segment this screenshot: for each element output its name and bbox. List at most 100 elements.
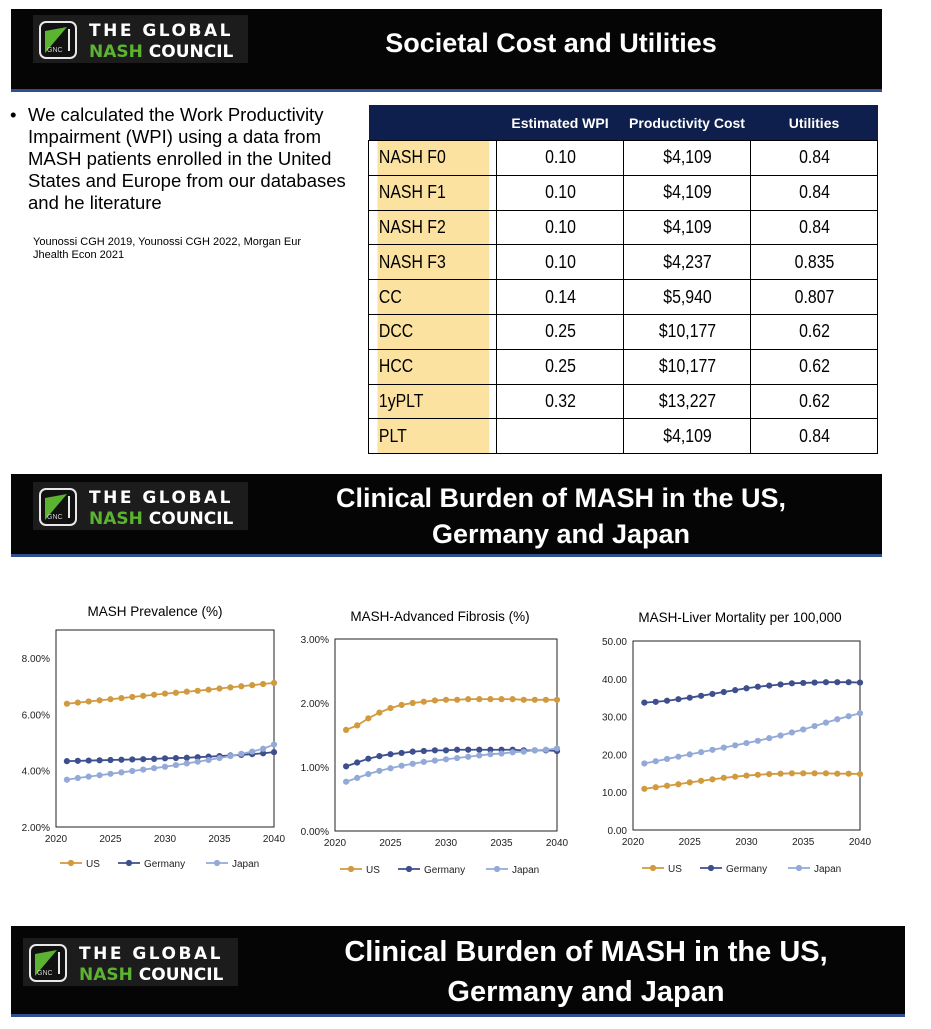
legend-marker-us	[67, 859, 75, 867]
table-row: NASH F1 0.10 $4,109 0.84	[369, 174, 878, 211]
data-point-germany	[354, 759, 361, 766]
data-point-us	[194, 687, 201, 694]
data-point-japan	[856, 710, 864, 717]
logo-text-line2: NASH COUNCIL	[89, 509, 234, 529]
data-point-japan	[365, 770, 372, 778]
data-point-germany	[856, 679, 864, 686]
y-tick-label: 30.00	[602, 713, 627, 724]
data-point-japan	[800, 726, 807, 733]
data-point-japan	[766, 735, 773, 742]
y-tick-label: 8.00%	[22, 654, 50, 665]
data-point-japan	[249, 748, 256, 755]
wpi-cell: 0.25	[503, 348, 617, 385]
data-point-us	[431, 697, 438, 704]
y-tick-label: 40.00	[602, 675, 627, 686]
wpi-cell	[503, 418, 617, 455]
data-point-germany	[270, 749, 278, 756]
data-point-japan	[743, 739, 750, 747]
data-point-japan	[227, 752, 234, 760]
data-point-germany	[85, 757, 92, 764]
x-tick-label: 2035	[208, 834, 231, 845]
data-point-us	[227, 684, 234, 691]
logo-text-line1: THE GLOBAL	[79, 944, 223, 964]
data-point-japan	[420, 758, 427, 765]
x-tick-label: 2030	[435, 838, 458, 849]
data-point-us	[743, 772, 750, 779]
header-cost: Productivity Cost	[623, 105, 751, 141]
y-tick-label: 2.00%	[301, 699, 329, 710]
data-point-us	[811, 770, 818, 777]
council-logo: GNC THE GLOBAL NASH COUNCIL	[33, 15, 248, 63]
row-label: CC	[375, 279, 490, 315]
data-point-germany	[129, 756, 136, 763]
data-point-germany	[398, 749, 405, 757]
cost-cell: $4,109	[630, 140, 744, 176]
data-point-us	[129, 693, 136, 701]
council-logo: GNC THE GLOBAL NASH COUNCIL	[33, 482, 248, 530]
x-tick-label: 2040	[546, 838, 569, 849]
data-point-germany	[743, 685, 750, 692]
banner-title-line2: Germany and Japan	[447, 976, 725, 1008]
wpi-cell: 0.10	[503, 244, 617, 281]
data-point-japan	[270, 741, 278, 748]
data-point-germany	[260, 750, 267, 757]
legend-marker-germany	[405, 865, 413, 873]
data-point-us	[63, 700, 70, 707]
x-tick-label: 2035	[490, 838, 513, 849]
data-point-germany	[161, 755, 169, 762]
title-banner-1: GNC THE GLOBAL NASH COUNCIL Societal Cos…	[11, 9, 882, 92]
y-tick-label: 3.00%	[301, 635, 329, 646]
data-point-us	[409, 699, 416, 707]
legend-label: Germany	[144, 859, 185, 870]
data-point-germany	[442, 747, 450, 754]
data-point-japan	[354, 774, 361, 781]
data-point-us	[151, 691, 158, 698]
data-point-japan	[205, 756, 212, 764]
y-tick-label: 4.00%	[22, 767, 50, 778]
data-point-germany	[107, 756, 114, 764]
utility-cell: 0.807	[757, 279, 871, 315]
data-point-germany	[788, 680, 795, 687]
data-point-us	[183, 688, 190, 695]
data-point-japan	[822, 719, 830, 726]
data-point-japan	[509, 749, 516, 756]
row-label: NASH F1	[375, 174, 490, 211]
data-point-germany	[663, 697, 671, 704]
data-point-us	[720, 774, 727, 781]
y-tick-label: 20.00	[602, 750, 627, 761]
x-tick-label: 2040	[849, 837, 872, 848]
data-point-germany	[720, 688, 727, 696]
data-point-us	[85, 698, 92, 705]
logo-text-line1: THE GLOBAL	[89, 488, 233, 508]
utility-cell: 0.84	[757, 418, 871, 455]
data-point-germany	[431, 747, 438, 754]
mortality-line-chart: 0.00 10.00 20.00 30.00 40.00 50.00 2020 2025 203…	[602, 637, 872, 875]
data-point-japan	[343, 778, 350, 785]
data-point-us	[641, 785, 648, 792]
data-point-germany	[686, 694, 693, 701]
data-point-germany	[800, 679, 807, 687]
data-point-us	[442, 696, 450, 703]
banner-title-line1: Clinical Burden of MASH in the US,	[344, 936, 828, 968]
table-row: 1yPLT 0.32 $13,227 0.62	[369, 383, 878, 420]
data-point-japan	[85, 773, 92, 780]
data-point-japan	[720, 744, 727, 751]
data-point-japan	[487, 751, 494, 758]
data-point-us	[107, 696, 114, 703]
gnc-logo-icon: GNC	[29, 944, 67, 982]
data-point-japan	[476, 752, 483, 759]
data-point-us	[553, 696, 561, 703]
data-point-japan	[129, 767, 136, 775]
data-point-us	[387, 705, 394, 712]
utility-cell: 0.62	[757, 348, 871, 385]
data-point-us	[172, 689, 179, 696]
x-tick-label: 2020	[45, 834, 68, 845]
data-point-germany	[96, 757, 103, 764]
row-label: NASH F2	[375, 209, 490, 246]
header-blank	[368, 105, 497, 141]
wpi-cell: 0.10	[503, 174, 617, 211]
y-tick-label: 1.00%	[301, 763, 329, 774]
data-point-japan	[398, 762, 405, 769]
data-point-japan	[216, 754, 223, 762]
x-tick-label: 2025	[379, 838, 402, 849]
